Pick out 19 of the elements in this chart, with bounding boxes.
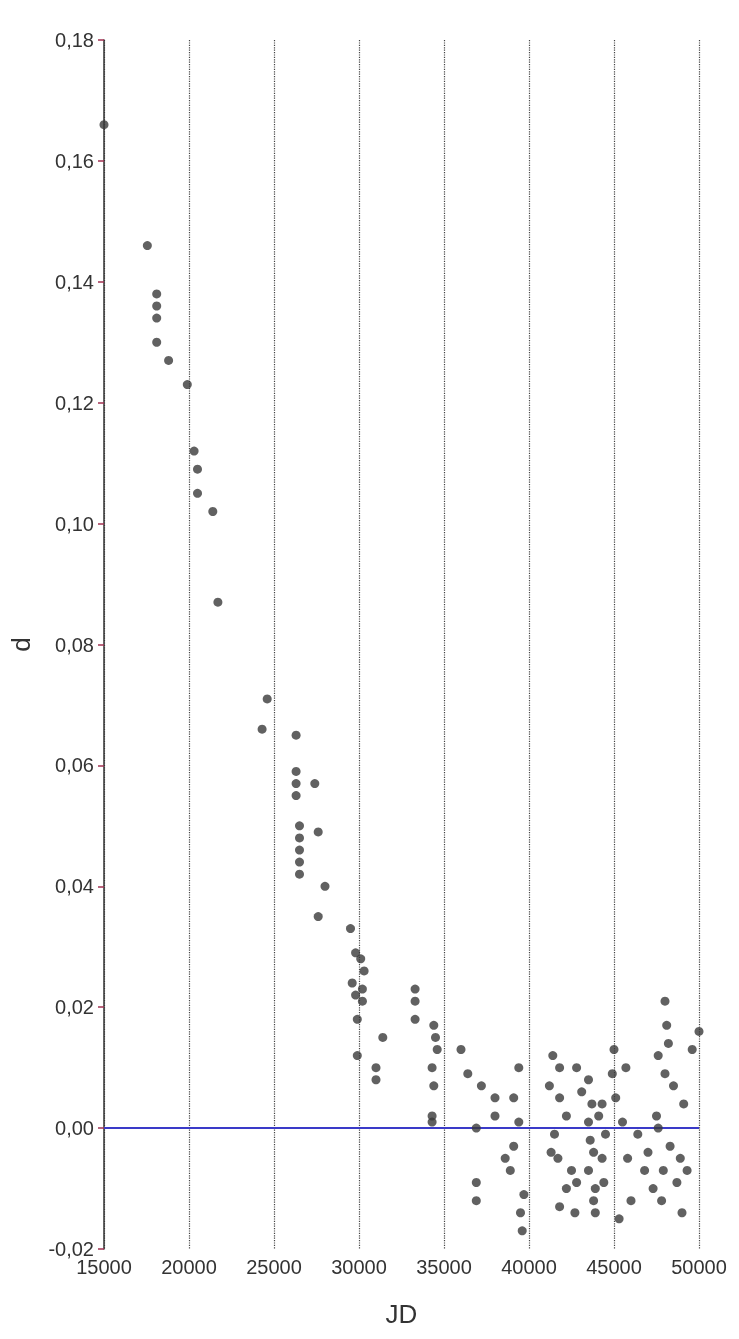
y-tick-label: 0,04 (55, 875, 94, 898)
y-tick-label: 0,12 (55, 391, 94, 414)
x-tick-label: 35000 (416, 1256, 472, 1278)
x-tick-label: 30000 (331, 1256, 387, 1278)
x-tick-label: 20000 (161, 1256, 217, 1278)
y-axis-title: d (6, 637, 36, 652)
y-tick-label: 0,10 (55, 512, 94, 535)
y-tick-label: 0,08 (55, 633, 94, 656)
x-tick-label: 40000 (501, 1256, 557, 1278)
y-tick-label: 0,18 (55, 29, 94, 51)
x-tick-label: 25000 (246, 1256, 302, 1278)
y-tick-label: 0,14 (55, 270, 94, 293)
y-tick-label: 0,02 (55, 996, 94, 1019)
x-tick-label: 45000 (586, 1256, 642, 1278)
x-tick-label: 50000 (671, 1256, 727, 1278)
x-axis-title: JD (385, 1299, 418, 1329)
y-tick-label: 0,06 (55, 754, 94, 777)
y-tick-label: 0,16 (55, 149, 94, 172)
y-tick-label: 0,00 (55, 1117, 94, 1140)
